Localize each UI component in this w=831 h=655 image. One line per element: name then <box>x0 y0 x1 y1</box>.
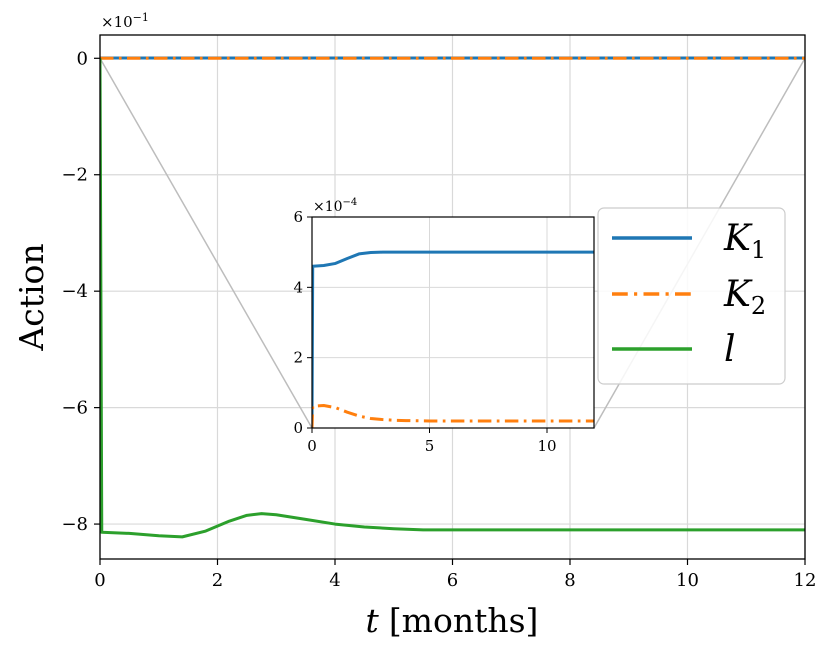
inset-x-tick-label: 5 <box>425 437 435 455</box>
main-x-tick-label: 0 <box>94 570 105 591</box>
legend-label-k1: K1 <box>723 218 766 264</box>
inset-y-tick-label: 4 <box>293 278 303 296</box>
main-x-tick-label: 4 <box>329 570 340 591</box>
legend-label-l: l <box>724 329 736 370</box>
x-axis-unit: [months] <box>389 601 539 640</box>
main-x-tick-label: 6 <box>447 570 458 591</box>
inset-ticks: 0 5 10 0 2 4 6 <box>293 208 556 455</box>
inset-axes-frame <box>311 216 595 429</box>
legend-items: K1 K2 l <box>612 218 766 370</box>
x-axis-variable: t <box>366 601 380 640</box>
x-axis-label: t [months] <box>366 601 539 640</box>
inset-y-tick-label: 6 <box>293 208 303 226</box>
main-y-tick-label: 0 <box>77 48 88 69</box>
y-scale-exponent: −1 <box>133 11 149 24</box>
inset-background <box>312 217 594 428</box>
inset-y-scale-label: ×10−4 <box>313 197 357 215</box>
inset-axes: 0 5 10 0 2 4 6 ×10−4 <box>293 197 595 455</box>
inset-x-tick-label: 10 <box>537 437 556 455</box>
main-y-tick-label: −2 <box>61 165 88 186</box>
zoom-connector-left <box>99 57 313 429</box>
main-ticks: 0 2 4 6 8 10 12 0 −2 −4 −6 −8 <box>61 48 816 591</box>
inset-x-tick-label: 0 <box>307 437 317 455</box>
inset-y-tick-label: 2 <box>293 349 303 367</box>
inset-series-layer <box>312 250 594 428</box>
y-axis-label: Action <box>12 243 51 351</box>
main-x-tick-label: 12 <box>794 570 817 591</box>
main-y-tick-label: −8 <box>61 514 88 535</box>
series-line-l <box>100 58 805 539</box>
inset-series-line-k1 <box>312 250 594 428</box>
legend-label-k2: K2 <box>723 274 766 320</box>
inset-y-tick-label: 0 <box>293 419 303 437</box>
inset-y-scale-exponent: −4 <box>343 197 358 208</box>
main-y-tick-label: −6 <box>61 398 88 419</box>
legend-frame <box>597 207 786 385</box>
main-x-tick-label: 10 <box>676 570 699 591</box>
main-y-tick-label: −4 <box>61 281 88 302</box>
y-scale-label: ×10−1 <box>101 11 149 31</box>
legend: K1 K2 l <box>597 207 786 385</box>
main-x-tick-label: 8 <box>564 570 575 591</box>
inset-series-line-k2 <box>312 403 594 428</box>
main-x-tick-label: 2 <box>212 570 223 591</box>
